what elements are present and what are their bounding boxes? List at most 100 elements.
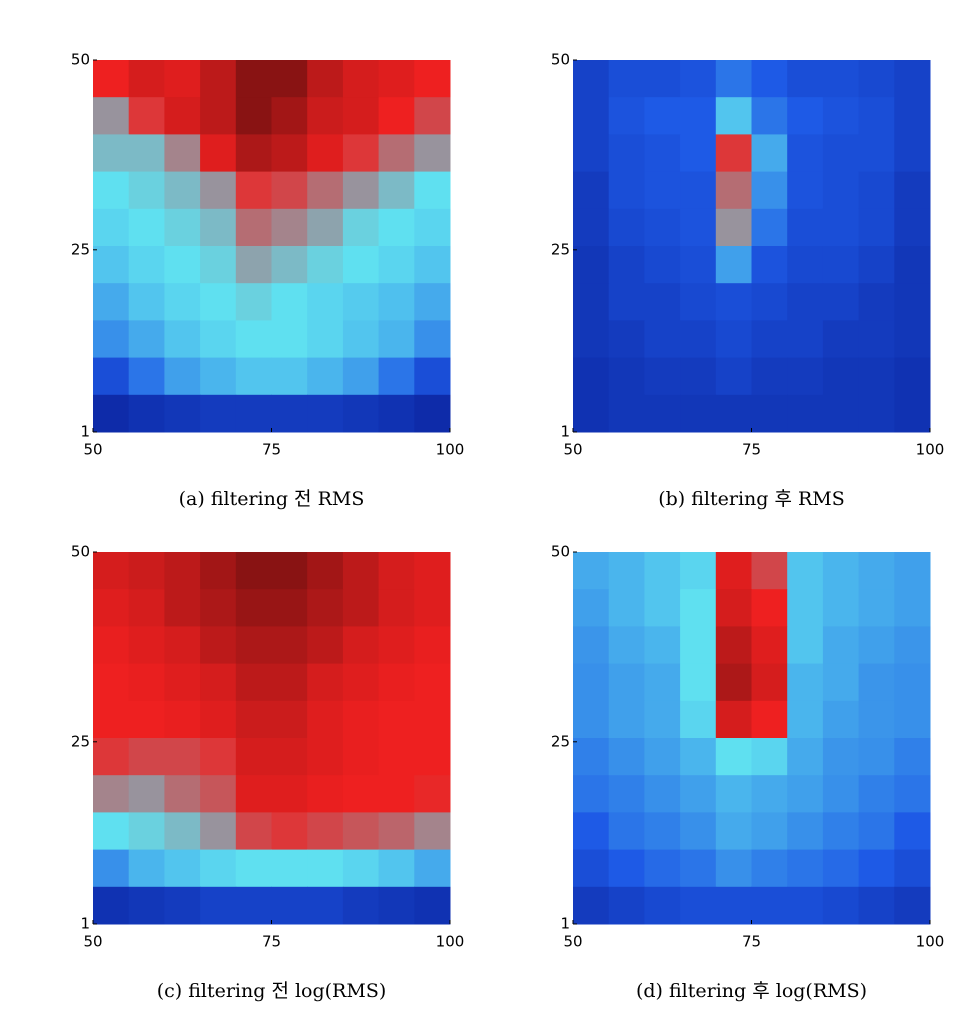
heatmap-cell bbox=[715, 134, 752, 173]
caption: (d) filtering 후 log(RMS) bbox=[636, 980, 867, 1002]
heatmap bbox=[93, 552, 451, 925]
heatmap-cell bbox=[271, 171, 308, 210]
heatmap-cell bbox=[894, 60, 931, 98]
heatmap-cell bbox=[715, 60, 752, 98]
heatmap-cell bbox=[93, 60, 130, 98]
heatmap-cell bbox=[894, 738, 931, 776]
heatmap-cell bbox=[858, 738, 895, 776]
heatmap-cell bbox=[414, 738, 451, 776]
heatmap-cell bbox=[751, 626, 788, 665]
x-tick-label: 50 bbox=[83, 441, 102, 459]
heatmap-cell bbox=[573, 626, 610, 665]
heatmap-cell bbox=[680, 775, 717, 813]
heatmap-cell bbox=[235, 97, 272, 135]
heatmap-cell bbox=[164, 552, 201, 590]
heatmap-cell bbox=[680, 626, 717, 665]
heatmap-cell bbox=[608, 552, 645, 590]
heatmap-cell bbox=[342, 97, 380, 135]
heatmap-cell bbox=[573, 134, 610, 173]
heatmap-cell bbox=[858, 208, 895, 247]
heatmap-cell bbox=[822, 700, 860, 739]
heatmap-cell bbox=[608, 663, 645, 702]
heatmap-cell bbox=[235, 886, 272, 925]
heatmap-cell bbox=[271, 812, 308, 851]
heatmap-cell bbox=[644, 738, 681, 776]
x-tick-label: 75 bbox=[742, 933, 761, 951]
heatmap-cell bbox=[787, 283, 824, 321]
heatmap-cell bbox=[378, 246, 415, 284]
heatmap-cell bbox=[307, 775, 344, 813]
heatmap-cell bbox=[164, 626, 201, 665]
heatmap-cell bbox=[93, 552, 130, 590]
heatmap-cell bbox=[751, 97, 788, 135]
heatmap-cell bbox=[894, 589, 931, 627]
heatmap-cell bbox=[271, 394, 308, 433]
heatmap-cell bbox=[715, 849, 752, 888]
y-tick-label: 50 bbox=[551, 543, 570, 561]
heatmap-cell bbox=[307, 849, 344, 888]
heatmap-cell bbox=[164, 171, 201, 210]
heatmap-cell bbox=[271, 134, 308, 173]
y-tick-label: 50 bbox=[71, 543, 90, 561]
heatmap-cell bbox=[822, 171, 860, 210]
heatmap-cell bbox=[787, 886, 824, 925]
heatmap-cell bbox=[200, 394, 237, 433]
heatmap-cell bbox=[271, 283, 308, 321]
heatmap-cell bbox=[93, 812, 130, 851]
heatmap-cell bbox=[235, 208, 272, 247]
heatmap-cell bbox=[93, 134, 130, 173]
heatmap-cell bbox=[342, 738, 380, 776]
heatmap-cell bbox=[715, 171, 752, 210]
heatmap-cell bbox=[200, 738, 237, 776]
heatmap-cell bbox=[342, 171, 380, 210]
heatmap-cell bbox=[235, 812, 272, 851]
heatmap-cell bbox=[573, 886, 610, 925]
heatmap-cell bbox=[235, 134, 272, 173]
heatmap-cell bbox=[414, 812, 451, 851]
heatmap-cell bbox=[858, 171, 895, 210]
heatmap-cell bbox=[787, 208, 824, 247]
heatmap-cell bbox=[644, 283, 681, 321]
heatmap-cell bbox=[894, 812, 931, 851]
y-tick-label: 25 bbox=[551, 240, 570, 258]
heatmap-cell bbox=[378, 626, 415, 665]
heatmap-cell bbox=[378, 208, 415, 247]
heatmap-cell bbox=[271, 320, 308, 359]
heatmap-cell bbox=[644, 208, 681, 247]
heatmap-cell bbox=[787, 134, 824, 173]
heatmap-cell bbox=[573, 775, 610, 813]
heatmap-cell bbox=[608, 886, 645, 925]
heatmap-cell bbox=[378, 357, 415, 396]
heatmap-cell bbox=[200, 320, 237, 359]
heatmap-cell bbox=[751, 552, 788, 590]
heatmap-cell bbox=[200, 60, 237, 98]
heatmap-cell bbox=[342, 812, 380, 851]
heatmap-cell bbox=[751, 357, 788, 396]
heatmap-cell bbox=[644, 775, 681, 813]
heatmap-cell bbox=[680, 589, 717, 627]
heatmap-cell bbox=[608, 700, 645, 739]
heatmap-cell bbox=[644, 394, 681, 433]
heatmap-cell bbox=[751, 849, 788, 888]
heatmap-cell bbox=[93, 208, 130, 247]
heatmap-cell bbox=[93, 626, 130, 665]
heatmap-cell bbox=[608, 775, 645, 813]
heatmap-cell bbox=[307, 812, 344, 851]
heatmap-cell bbox=[271, 208, 308, 247]
heatmap-cell bbox=[608, 246, 645, 284]
heatmap-cell bbox=[751, 700, 788, 739]
heatmap-cell bbox=[378, 134, 415, 173]
heatmap-cell bbox=[680, 552, 717, 590]
heatmap-cell bbox=[787, 97, 824, 135]
heatmap-cell bbox=[573, 283, 610, 321]
heatmap-cell bbox=[573, 208, 610, 247]
heatmap bbox=[93, 60, 451, 433]
heatmap-cell bbox=[573, 738, 610, 776]
heatmap-cell bbox=[787, 626, 824, 665]
heatmap-cell bbox=[200, 97, 237, 135]
heatmap-cell bbox=[751, 134, 788, 173]
heatmap-cell bbox=[164, 357, 201, 396]
heatmap-cell bbox=[787, 812, 824, 851]
heatmap-cell bbox=[271, 246, 308, 284]
heatmap-cell bbox=[378, 171, 415, 210]
